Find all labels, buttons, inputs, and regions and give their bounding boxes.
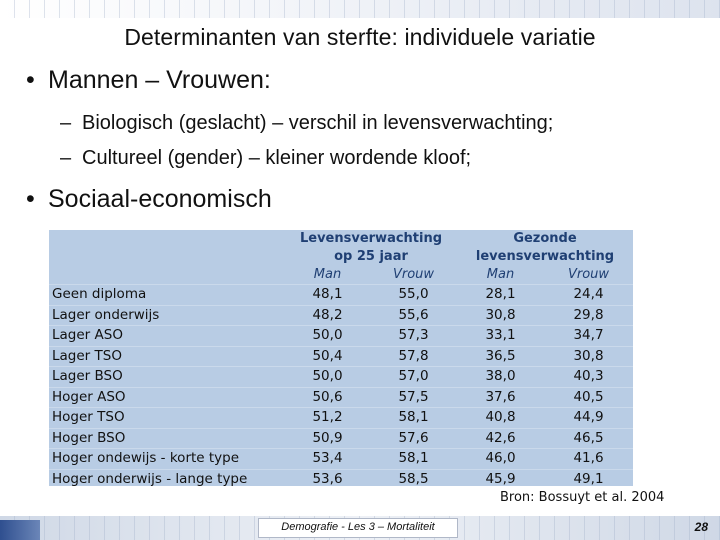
table-cell: 53,4 [312, 450, 343, 466]
table-cell: 42,6 [485, 429, 516, 446]
table-cell: 57,6 [398, 429, 429, 446]
table-cell: 36,5 [485, 347, 516, 364]
row-label: Hoger BSO [52, 429, 126, 446]
table-cell: 37,6 [485, 388, 516, 405]
table-cell: 28,1 [485, 286, 516, 302]
bullet-text: Mannen – Vrouwen: [48, 66, 271, 94]
bullet-icon: • [26, 66, 35, 94]
table-header-row-1: Levensverwachting Gezonde [49, 230, 633, 248]
subitem-biologisch: – Biologisch (geslacht) – verschil in lev… [60, 112, 553, 135]
col-header-man: Man [486, 267, 515, 282]
table-cell: 55,0 [398, 286, 429, 302]
table-header-row-3: Man Vrouw Man Vrouw [49, 266, 633, 285]
group-subheader-healthy-life-expectancy: levensverwachting [475, 249, 615, 264]
table-cell: 50,4 [312, 347, 343, 364]
table-cell: 33,1 [485, 327, 516, 343]
table-cell: 50,0 [312, 327, 343, 343]
row-label: Lager TSO [52, 347, 122, 364]
table-cell: 58,1 [398, 450, 429, 466]
table-cell: 40,8 [485, 409, 516, 425]
table-cell: 34,7 [573, 327, 604, 343]
group-header-life-expectancy: Levensverwachting [299, 231, 443, 246]
row-label: Lager BSO [52, 368, 123, 384]
row-label: Hoger TSO [52, 409, 125, 425]
slide-title: Determinanten van sterfte: individuele v… [124, 24, 596, 50]
table-row: Lager TSO 50,4 57,8 36,5 30,8 [49, 346, 633, 367]
table-row: Lager onderwijs 48,2 55,6 30,8 29,8 [49, 305, 633, 326]
footer-course-label: Demografie - Les 3 – Mortaliteit [281, 521, 435, 533]
table-cell: 57,0 [398, 368, 429, 384]
source-note: Bron: Bossuyt et al. 2004 [500, 490, 665, 505]
table-row: Geen diploma 48,1 55,0 28,1 24,4 [49, 284, 633, 306]
subitem-text: Biologisch (geslacht) – verschil in leve… [82, 112, 554, 134]
table-cell: 55,6 [398, 306, 429, 323]
row-label: Lager ASO [52, 327, 123, 343]
bullet-mannen-vrouwen: • Mannen – Vrouwen: [26, 66, 271, 95]
top-decorative-band [0, 0, 720, 18]
table-cell: 38,0 [485, 368, 516, 384]
table-cell: 57,3 [398, 327, 429, 343]
col-header-man: Man [313, 267, 342, 282]
table-cell: 44,9 [573, 409, 604, 425]
table-cell: 53,6 [312, 470, 343, 487]
table-cell: 29,8 [573, 306, 604, 323]
table-cell: 30,8 [573, 347, 604, 364]
group-header-healthy-life-expectancy: Gezonde [513, 231, 577, 246]
col-header-vrouw: Vrouw [567, 267, 610, 282]
table-cell: 50,0 [312, 368, 343, 384]
table-cell: 46,5 [573, 429, 604, 446]
subitem-text: Cultureel (gender) – kleiner wordende kl… [82, 147, 472, 169]
table-cell: 40,3 [573, 368, 604, 384]
table-cell: 46,0 [485, 450, 516, 466]
table-cell: 57,8 [398, 347, 429, 364]
table-row: Hoger TSO 51,2 58,1 40,8 44,9 [49, 407, 633, 429]
table-body: Geen diploma 48,1 55,0 28,1 24,4 Lager onderw… [49, 284, 633, 490]
table-cell: 40,5 [573, 388, 604, 405]
row-label: Hoger onderwijs - lange type [52, 470, 248, 487]
bullet-text: Sociaal-economisch [48, 185, 272, 213]
table-cell: 49,1 [573, 470, 604, 487]
table-cell: 51,2 [312, 409, 343, 425]
table-row: Lager ASO 50,0 57,3 33,1 34,7 [49, 325, 633, 347]
table-cell: 48,2 [312, 306, 343, 323]
row-label: Hoger ASO [52, 388, 126, 405]
table-cell: 57,5 [398, 388, 429, 405]
dash-icon: – [60, 147, 72, 169]
table-cell: 50,6 [312, 388, 343, 405]
row-label: Hoger ondewijs - korte type [52, 450, 240, 466]
table-cell: 50,9 [312, 429, 343, 446]
table-cell: 48,1 [312, 286, 343, 302]
life-expectancy-table: Levensverwachting Gezonde op 25 jaar lev… [49, 230, 633, 489]
table-cell: 58,5 [398, 470, 429, 487]
row-label: Geen diploma [52, 286, 147, 302]
row-label: Lager onderwijs [52, 306, 160, 323]
table-row: Hoger ondewijs - korte type 53,4 58,1 46,0 4… [49, 448, 633, 470]
subitem-cultureel: – Cultureel (gender) – kleiner wordende k… [60, 147, 471, 170]
table-header-row-2: op 25 jaar levensverwachting [49, 248, 633, 266]
col-header-vrouw: Vrouw [392, 267, 435, 282]
table-row: Hoger BSO 50,9 57,6 42,6 46,5 [49, 428, 633, 449]
page-number: 28 [694, 520, 708, 534]
table-cell: 58,1 [398, 409, 429, 425]
dash-icon: – [60, 112, 72, 134]
group-subheader-life-expectancy: op 25 jaar [334, 249, 408, 264]
bullet-icon: • [26, 185, 35, 213]
table-cell: 30,8 [485, 306, 516, 323]
table-cell: 41,6 [573, 450, 604, 466]
table-background [49, 230, 633, 486]
table-row: Lager BSO 50,0 57,0 38,0 40,3 [49, 366, 633, 388]
table-cell: 45,9 [485, 470, 516, 487]
bullet-sociaal-economisch: • Sociaal-economisch [26, 185, 272, 214]
table-row: Hoger onderwijs - lange type 53,6 58,5 45,9… [49, 469, 633, 489]
table-row: Hoger ASO 50,6 57,5 37,6 40,5 [49, 387, 633, 408]
footer-center-box [258, 518, 458, 538]
footer-left-accent [0, 520, 40, 540]
table-cell: 24,4 [573, 286, 604, 302]
